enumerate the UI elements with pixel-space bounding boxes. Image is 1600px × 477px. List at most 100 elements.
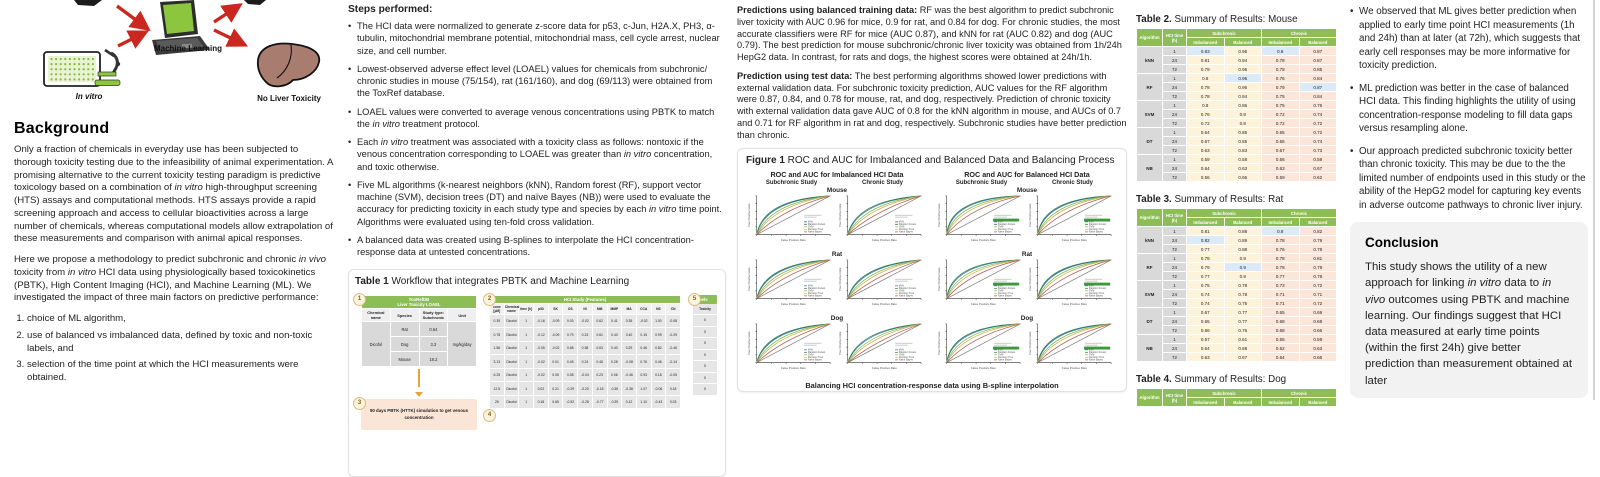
time-cell: 24 [1162,316,1187,326]
hci-cell: -0.39 [606,394,623,410]
auc-cell: 0.77 [1261,271,1300,281]
hci-cell: -0.29 [665,327,681,342]
label-value-cell: 0 [693,361,717,373]
table4-title-text: Summary of Results: Dog [1171,374,1287,385]
conclusion-text: This study shows the utility of a new ap… [1365,261,1573,387]
time-cell: 1 [1162,307,1187,317]
hci-cell: -0.05 [665,367,681,383]
auc-cell: 0.74 [1298,109,1338,119]
steps-bullet-item: • LOAEL values were converted to average … [348,106,726,131]
time-cell: 1 [1162,127,1187,137]
hci-cell: 0.29 [621,340,637,356]
hci-cell: -0.52 [562,394,579,410]
header-subchronic: Subchronic [1185,388,1263,398]
results-row: NB 1 0.59 0.58 0.56 0.59 [1136,154,1338,182]
svg-text:True Positive Rate: True Positive Rate [937,203,941,227]
roc-study-headers: Subchronic Study Chronic Study [936,179,1118,186]
svg-text:kNN: kNN [899,285,904,288]
results-row: 72 0.66 0.76 0.68 0.66 [1137,325,1338,335]
time-cell: 72 [1162,145,1187,155]
svg-text:False Positive Rate: False Positive Rate [872,302,897,306]
bullet-text: Our approach predicted subchronic toxici… [1359,145,1586,211]
auc-cell: 0.71 [1261,298,1300,308]
svg-text:True Positive Rate: True Positive Rate [937,331,941,355]
roc-group-header: ROC and AUC for Imbalanced HCI Data [770,170,904,180]
hci-cell: -0.02 [577,313,593,329]
header-balance: Imbalanced [1261,37,1300,47]
auc-cell: 0.8 [1261,46,1300,56]
svg-text:Decision Tree: Decision Tree [899,293,915,296]
auc-cell: 0.81 [1186,226,1225,236]
auc-cell: 0.84 [1298,91,1338,101]
svg-text:SVM: SVM [1089,290,1094,293]
hci-cell: -0.09 [547,327,564,342]
roc-species-label: Dog [830,315,844,323]
svg-text:Naive Bayes: Naive Bayes [808,295,823,298]
time-cell: 24 [1162,82,1187,92]
auc-cell: 0.79 [1298,262,1338,272]
bullet-dot: • [348,106,352,117]
roc-group: ROC and AUC for Balanced HCI Data Subchro… [936,170,1118,378]
table1-caption: Table 1 Workflow that integrates PBTK an… [355,276,719,287]
hci-cell: 0.93 [635,367,652,383]
figure1-caption: Figure 1 ROC and AUC for Imbalanced and … [746,155,1118,166]
table3-title: Table 3. Summary of Results: Rat [1136,194,1336,205]
auc-cell: 0.94 [1223,55,1263,65]
arrow-ml-to-top [213,3,243,24]
table3-title-label: Table 3. [1136,194,1172,205]
header-balance: Balanced [1223,37,1263,47]
svg-text:kNN: kNN [1089,221,1094,224]
results-row: RF 1 0.78 0.9 0.78 0.81 [1136,253,1338,281]
auc-cell: 0.87 [1298,82,1338,92]
label-value-cell: 0 [693,326,717,339]
svg-text:kNN: kNN [1089,285,1094,288]
time-cell: 24 [1162,343,1187,353]
svg-text:Decision Tree: Decision Tree [998,293,1014,296]
svg-text:True Positive Rate: True Positive Rate [747,203,751,227]
time-cell: 24 [1162,55,1187,65]
header-balance: Imbalanced [1186,217,1225,227]
hci-column-header: CCA [635,302,652,315]
svg-text:kNN: kNN [899,349,904,352]
hci-cell: 0.02 [533,381,549,396]
svg-text:SVM: SVM [998,354,1003,357]
roc-grid: ROC and AUC for Imbalanced HCI Data Subch… [746,170,1118,378]
svg-text:Naive Bayes: Naive Bayes [899,359,914,362]
table4-title: Table 4. Summary of Results: Dog [1136,374,1336,385]
hci-column-header: Chemical name [503,302,520,315]
hci-cell: -0.16 [533,313,549,329]
auc-cell: 0.78 [1223,280,1263,290]
results-row: 24 0.67 0.85 0.66 0.74 [1137,136,1338,146]
auc-cell: 0.74 [1186,289,1225,299]
svg-text:Random Forest: Random Forest [1089,352,1107,355]
svg-text:True Positive Rate: True Positive Rate [937,267,941,291]
svg-text:Decision Tree: Decision Tree [899,357,915,360]
bullet-text: We observed that ML gives better predict… [1359,6,1581,72]
auc-cell: 0.95 [1223,46,1263,56]
auc-cell: 0.83 [1186,46,1225,56]
background-paragraph-1: Only a fraction of chemicals in everyday… [14,144,333,245]
bullet-dot: • [348,179,352,190]
results-row: SVM 1 0.8 0.86 0.75 0.76 [1136,100,1338,128]
roc-group: ROC and AUC for Imbalanced HCI Data Subch… [746,170,928,378]
svg-text:kNN: kNN [808,221,813,224]
finding-bullet-item: • Our approach predicted subchronic toxic… [1350,145,1588,213]
labels-column-header: Toxicity [693,303,717,316]
time-cell: 1 [1162,100,1187,110]
bullet-text: A balanced data was created using B-spli… [357,234,694,258]
hci-cell: 0.46 [635,340,652,356]
bullet-dot: • [1350,82,1354,94]
auc-cell: 0.63 [1298,343,1338,353]
roc-study-header: Subchronic Study [765,180,818,187]
workflow-step-badge-4: 4 [483,408,496,422]
hci-cell: -0.38 [621,381,637,396]
svg-text:False Positive Rate: False Positive Rate [781,302,806,306]
svg-text:True Positive Rate: True Positive Rate [1028,267,1032,291]
steps-bullet-item: • A balanced data was created using B-spl… [348,234,726,259]
svg-text:Random Forest: Random Forest [899,352,917,355]
auc-cell: 0.78 [1298,271,1338,281]
auc-cell: 0.64 [1186,127,1225,137]
results-row: 24 0.78 0.96 0.79 0.87 [1137,82,1338,92]
